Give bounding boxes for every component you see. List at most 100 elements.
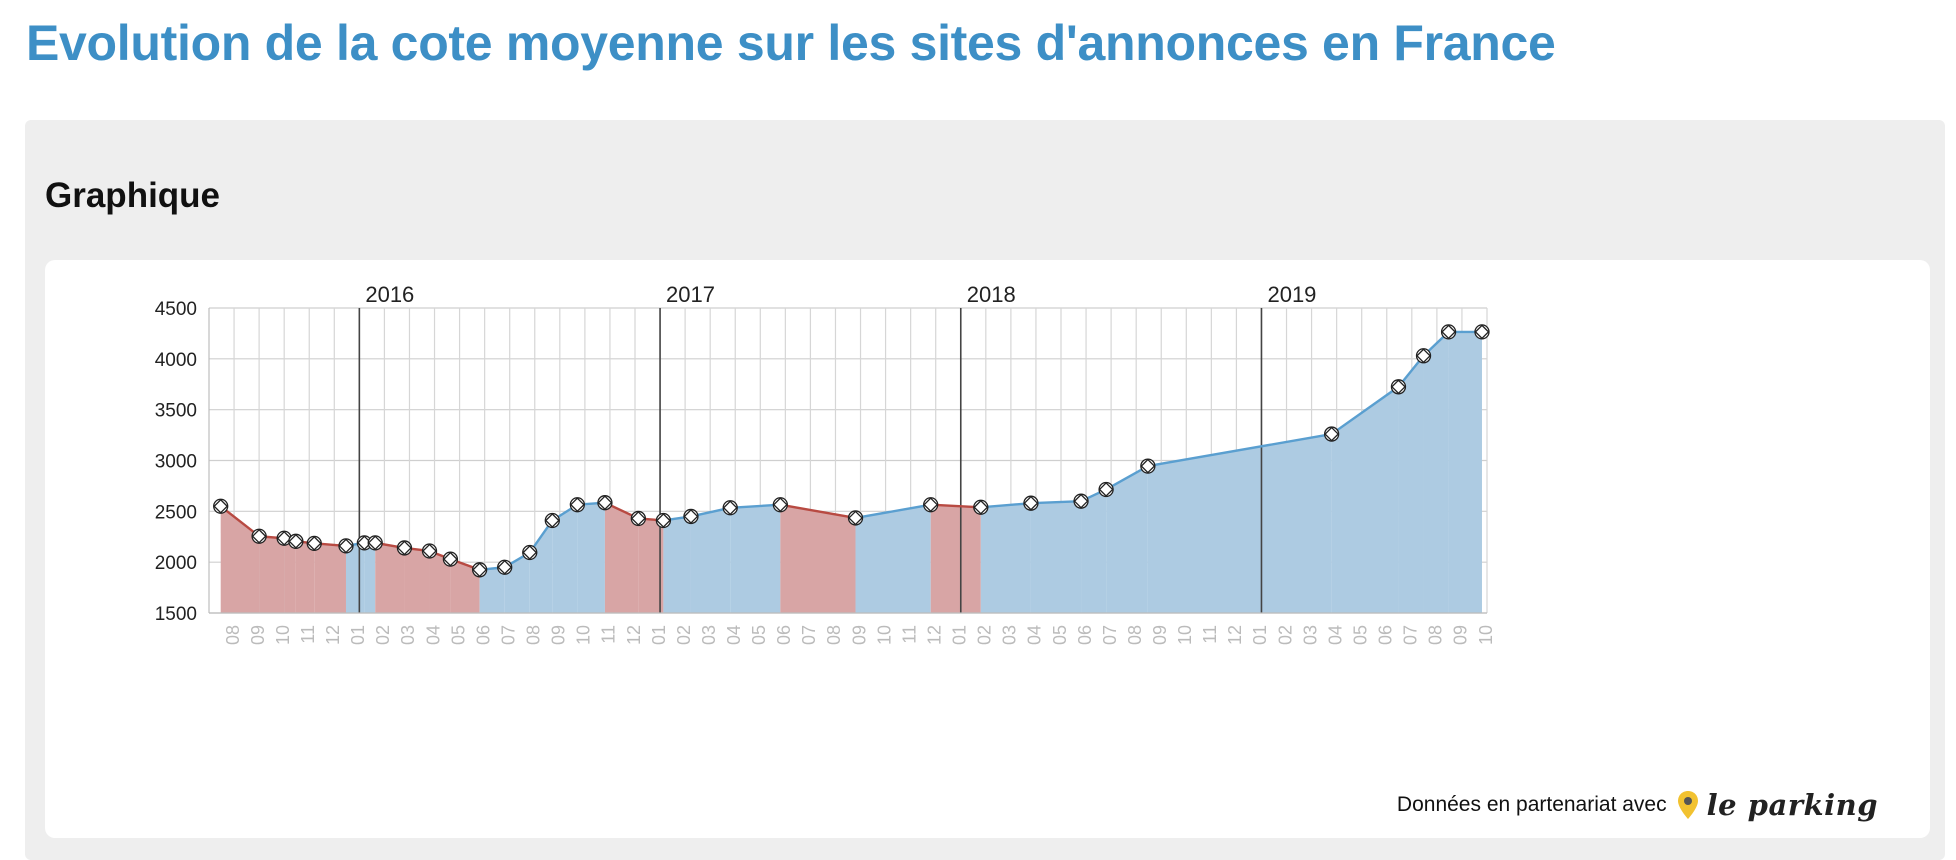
area-segment-increase: [1030, 501, 1082, 613]
area-segment-increase: [980, 503, 1031, 613]
area-segment-decrease: [780, 504, 856, 613]
area-segment-decrease: [638, 518, 664, 613]
data-point[interactable]: [338, 538, 354, 554]
area-segment-increase: [730, 504, 781, 613]
data-point[interactable]: [497, 559, 513, 575]
data-point[interactable]: [722, 500, 738, 516]
credit-text: Données en partenariat avec: [1396, 793, 1667, 816]
brand-name: le parking: [1706, 788, 1878, 822]
x-tick-label: 11: [899, 625, 919, 644]
x-tick-label: 07: [498, 625, 518, 645]
brand-logo[interactable]: le parking: [1677, 788, 1878, 822]
x-tick-label: 05: [448, 625, 468, 645]
data-point[interactable]: [847, 510, 864, 526]
data-point[interactable]: [367, 535, 383, 551]
x-tick-label: 07: [799, 625, 819, 645]
area-segment-increase: [345, 542, 365, 613]
area-segment-decrease: [284, 538, 296, 613]
line-segment-increase: [1330, 385, 1400, 436]
x-tick-label: 07: [1401, 625, 1421, 645]
area-segment-decrease: [404, 547, 430, 613]
section-title: Graphique: [45, 176, 221, 215]
x-tick-label: 10: [1476, 625, 1496, 645]
data-point[interactable]: [213, 498, 229, 514]
x-tick-label: 01: [1250, 625, 1270, 645]
x-tick-label: 10: [1175, 625, 1195, 645]
area-segment-decrease: [375, 542, 405, 613]
x-tick-label: 03: [398, 625, 418, 645]
area-segment-decrease: [314, 543, 346, 613]
x-tick-label: 08: [223, 625, 243, 645]
x-tick-label: 07: [1100, 625, 1120, 645]
data-point[interactable]: [655, 512, 672, 529]
data-point[interactable]: [772, 497, 788, 513]
data-point[interactable]: [1323, 426, 1340, 442]
data-point[interactable]: [1073, 493, 1089, 509]
x-tick-label: 03: [699, 625, 719, 645]
area-segment-increase: [1081, 489, 1107, 613]
data-point[interactable]: [306, 535, 322, 552]
area-segment-decrease: [930, 504, 981, 613]
line-segment-decrease: [929, 503, 983, 509]
data-point[interactable]: [421, 543, 438, 559]
data-point[interactable]: [396, 540, 413, 556]
x-tick-label: 12: [924, 625, 944, 645]
x-tick-label: 09: [248, 625, 268, 645]
area-segment-increase: [364, 542, 376, 613]
data-point[interactable]: [1098, 481, 1114, 498]
area-segment-increase: [1423, 331, 1449, 613]
y-tick-label: 3500: [155, 401, 197, 422]
x-tick-label: 12: [1225, 625, 1245, 645]
data-point[interactable]: [251, 528, 267, 544]
data-point[interactable]: [597, 495, 613, 511]
y-tick-label: 3000: [155, 452, 197, 473]
y-tick-label: 4500: [155, 299, 197, 320]
data-point[interactable]: [1474, 324, 1490, 340]
page-title: Evolution de la cote moyenne sur les sit…: [26, 15, 1556, 71]
data-point[interactable]: [1140, 458, 1156, 474]
x-tick-label: 09: [1451, 625, 1471, 645]
area-segment-increase: [690, 507, 731, 613]
data-point[interactable]: [1390, 379, 1407, 395]
y-tick-label: 2500: [155, 502, 197, 523]
x-tick-label: 12: [323, 625, 343, 645]
x-tick-label: 08: [1125, 625, 1145, 645]
x-tick-label: 05: [1050, 625, 1070, 645]
x-tick-label: 04: [1025, 625, 1045, 645]
data-point[interactable]: [522, 544, 538, 561]
data-point[interactable]: [683, 508, 699, 525]
data-point[interactable]: [442, 551, 459, 567]
year-label: 2016: [365, 282, 414, 307]
data-point[interactable]: [1023, 495, 1039, 511]
data-point[interactable]: [973, 499, 989, 515]
area-segment-increase: [663, 516, 691, 613]
area-segment-increase: [1448, 331, 1482, 613]
data-point[interactable]: [630, 510, 646, 527]
x-tick-label: 06: [774, 625, 794, 645]
x-tick-label: 01: [348, 625, 368, 645]
area-segment-increase: [577, 502, 605, 613]
line-segment-decrease: [219, 505, 261, 538]
data-point[interactable]: [544, 512, 560, 529]
data-point[interactable]: [923, 497, 939, 513]
area-segment-increase: [1106, 466, 1148, 613]
data-point[interactable]: [471, 562, 488, 578]
x-tick-label: 04: [1325, 625, 1345, 645]
area-segment-increase: [1331, 386, 1399, 613]
x-tick-label: 04: [423, 625, 443, 645]
x-tick-label: 02: [975, 625, 995, 645]
y-tick-label: 4000: [155, 350, 197, 371]
map-pin-icon: [1677, 791, 1698, 819]
x-tick-label: 05: [749, 625, 769, 645]
x-tick-label: 08: [1426, 625, 1446, 645]
line-segment-increase: [1104, 464, 1150, 491]
x-tick-label: 06: [473, 625, 493, 645]
x-tick-label: 08: [824, 625, 844, 645]
x-tick-label: 09: [1150, 625, 1170, 645]
data-point[interactable]: [1440, 324, 1457, 340]
x-tick-label: 10: [273, 625, 293, 645]
data-point[interactable]: [288, 533, 304, 549]
data-point[interactable]: [1415, 348, 1432, 364]
x-tick-label: 08: [524, 625, 544, 645]
data-point[interactable]: [569, 497, 586, 513]
